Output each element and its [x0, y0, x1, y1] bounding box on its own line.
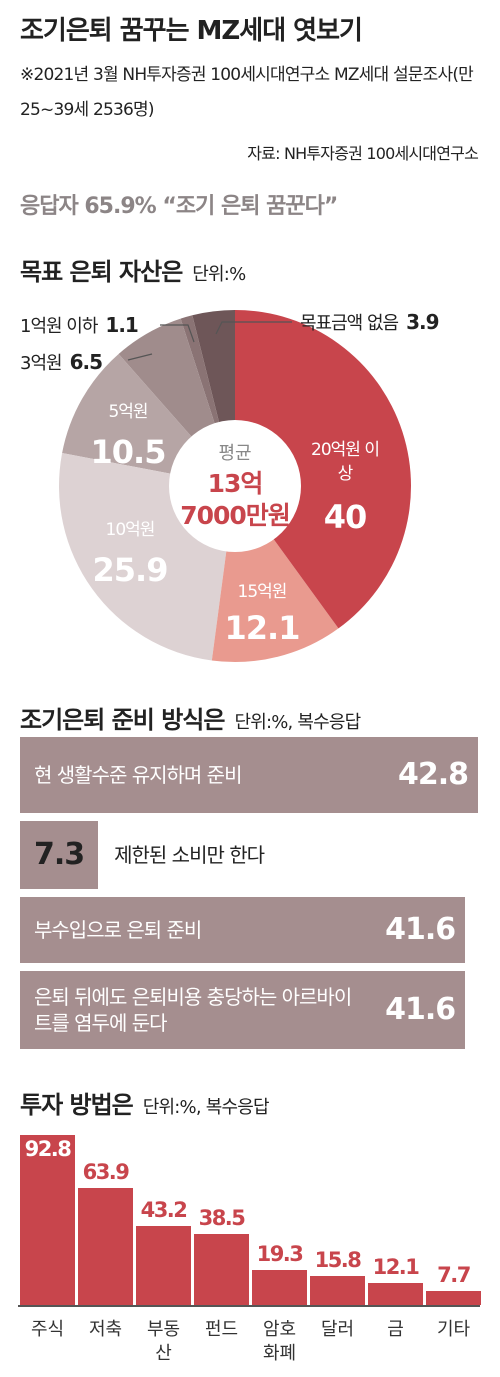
headline: 응답자 65.9% “조기 은퇴 꿈꾼다”	[20, 194, 338, 219]
donut-hole	[169, 420, 301, 552]
x-tick-label: 암호화폐	[262, 1319, 297, 1364]
slice-label: 목표금액 없음	[300, 313, 399, 334]
slice-value: 1.1	[105, 313, 138, 337]
bar-value: 15.8	[314, 1248, 362, 1273]
leader-line	[127, 353, 153, 361]
x-tick-label: 기타	[436, 1319, 471, 1340]
unit: 단위:%	[192, 264, 246, 285]
bar	[310, 1276, 365, 1305]
slice-value: 25.9	[92, 551, 169, 589]
bar-value: 43.2	[140, 1197, 188, 1222]
chart-title: 조기은퇴 준비 방식은	[20, 706, 225, 734]
bar-value: 41.6	[385, 912, 456, 947]
bar-value: 7.3	[33, 837, 85, 872]
center-value: 13억 7000만원	[180, 469, 291, 530]
donut-slice	[235, 310, 411, 629]
title: 조기은퇴 꿈꾸는 MZ세대 엿보기	[20, 16, 363, 46]
bar	[136, 1225, 191, 1305]
bar-label: 부수입으로 은퇴 준비	[34, 918, 202, 942]
bar-label: 현 생활수준 유지하며 준비	[34, 763, 242, 787]
x-tick-label: 달러	[320, 1319, 355, 1340]
bar-value: 12.1	[372, 1254, 420, 1279]
bar-value: 63.9	[82, 1159, 130, 1184]
bar	[20, 1135, 75, 1305]
section-title: 투자 방법은 단위:%, 복수응답	[20, 1085, 270, 1120]
slice-callout: 3억원 6.5	[20, 349, 103, 375]
bar-value: 42.8	[397, 757, 469, 792]
unit: 단위:%, 복수응답	[142, 1097, 270, 1118]
bar	[20, 971, 466, 1049]
baseline	[18, 1305, 480, 1307]
section-title: 조기은퇴 준비 방식은 단위:%, 복수응답	[20, 700, 361, 735]
slice-label: 3억원	[20, 353, 63, 374]
slice-value: 3.9	[406, 310, 439, 334]
slice-label: 10억원	[105, 520, 156, 540]
slice-label: 15억원	[237, 582, 288, 602]
x-tick-label: 펀드	[204, 1319, 239, 1340]
leader-line	[160, 324, 195, 343]
bar	[252, 1269, 307, 1305]
bar	[20, 821, 99, 889]
bar-value: 7.7	[437, 1262, 471, 1287]
x-tick-label: 금	[387, 1319, 404, 1340]
slice-label: 20억원 이상	[311, 440, 380, 484]
bar	[426, 1290, 481, 1305]
slice-label: 1억원 이하	[20, 316, 98, 337]
leader-line	[215, 321, 292, 335]
slice-value: 12.1	[224, 609, 301, 647]
x-tick-label: 부동산	[146, 1319, 181, 1364]
slice-value: 10.5	[90, 433, 167, 471]
x-tick-label: 저축	[88, 1319, 123, 1340]
slice-value: 40	[323, 498, 368, 536]
slice-label: 5억원	[108, 402, 148, 422]
source: 자료: NH투자증권 100세시대연구소	[247, 144, 479, 163]
section-title: 목표 은퇴 자산은 단위:%	[20, 252, 246, 287]
bar	[20, 737, 478, 813]
bar-label: 제한된 소비만 한다	[114, 843, 265, 867]
donut-chart	[59, 310, 411, 663]
bar-value: 41.6	[385, 992, 456, 1027]
chart-title: 목표 은퇴 자산은	[20, 258, 183, 286]
bar	[20, 897, 466, 963]
bar-value: 19.3	[256, 1241, 304, 1266]
bar	[194, 1234, 249, 1305]
bar-label: 은퇴 뒤에도 은퇴비용 충당하는 아르바이트를 염두에 둔다	[34, 985, 352, 1035]
bar-value: 92.8	[24, 1137, 72, 1161]
slice-callout: 목표금액 없음 3.9	[300, 309, 440, 335]
bar	[78, 1187, 133, 1305]
bar-value: 38.5	[198, 1206, 246, 1231]
x-tick-label: 주식	[30, 1319, 65, 1340]
chart-title: 투자 방법은	[20, 1091, 134, 1119]
bar	[368, 1282, 423, 1305]
note: ※2021년 3월 NH투자증권 100세시대연구소 MZ세대 설문조사(만 2…	[20, 65, 474, 120]
slice-callout: 1억원 이하 1.1	[20, 312, 139, 338]
unit: 단위:%, 복수응답	[234, 712, 361, 733]
slice-value: 6.5	[69, 350, 103, 374]
center-label: 평균	[218, 443, 252, 464]
